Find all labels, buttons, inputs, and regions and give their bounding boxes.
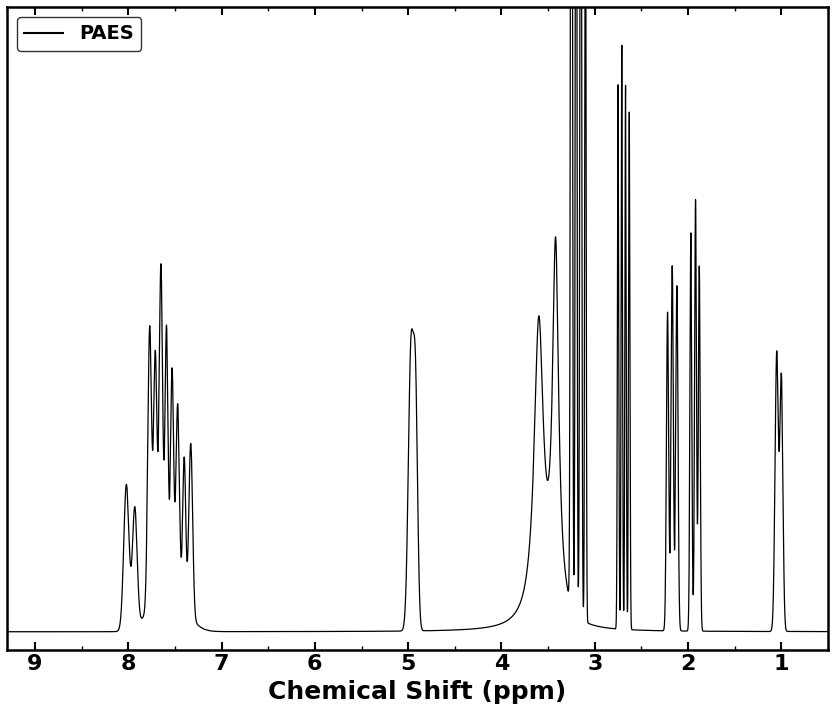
X-axis label: Chemical Shift (ppm): Chemical Shift (ppm): [268, 680, 567, 704]
Legend: PAES: PAES: [17, 16, 141, 51]
